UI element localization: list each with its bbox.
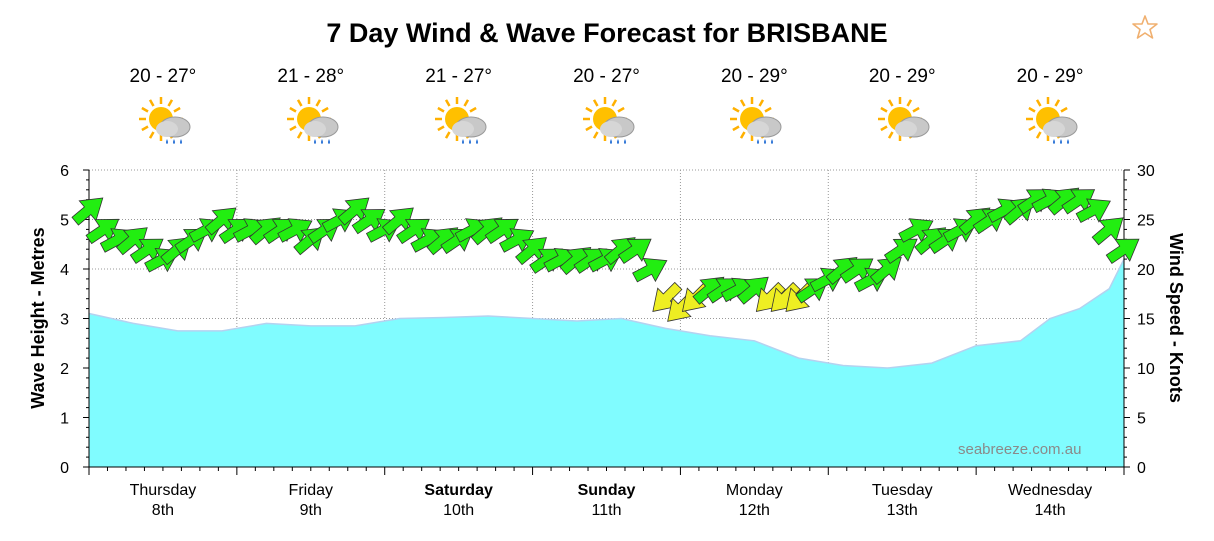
day-name: Sunday: [577, 482, 636, 499]
wave-line: [88, 258, 1125, 369]
day-name: Tuesday: [871, 482, 933, 499]
day-date: 13th: [886, 502, 918, 519]
day-temperature-range: 20 - 29°: [1016, 66, 1084, 87]
y-tick-label-left: 0: [60, 460, 69, 477]
day-name: Friday: [288, 482, 333, 499]
day-date: 10th: [443, 502, 475, 519]
x-axis-day-label: Thursday 8th: [103, 481, 223, 521]
day-date: 14th: [1034, 502, 1066, 519]
wind-arrow: [617, 238, 652, 264]
wave-area: [89, 259, 1124, 467]
day-temperature-range: 20 - 29°: [720, 66, 788, 87]
wind-arrow: [71, 197, 104, 226]
day-temperature-range: 21 - 28°: [277, 66, 345, 87]
wind-arrow: [1091, 217, 1124, 246]
y-tick-label-right: 0: [1137, 460, 1146, 477]
wind-arrow: [869, 256, 902, 285]
y-tick-label-right: 25: [1137, 213, 1155, 230]
day-name: Monday: [725, 482, 783, 499]
partly-sunny-showers-icon: [285, 93, 345, 153]
wave-height-area: [88, 258, 1125, 467]
x-axis-day-label: Friday 9th: [251, 481, 371, 521]
wind-arrow: [1105, 238, 1140, 264]
y-tick-label-left: 2: [60, 361, 69, 378]
partly-sunny-showers-icon: [433, 93, 493, 153]
favorite-star-icon[interactable]: [1132, 14, 1158, 40]
watermark: seabreeze.com.au: [958, 441, 1082, 458]
day-name: Saturday: [424, 482, 493, 499]
partly-sunny-showers-icon: [1024, 93, 1084, 153]
day-name: Wednesday: [1007, 482, 1093, 499]
partly-sunny-showers-icon: [581, 93, 641, 153]
day-date: 11th: [591, 502, 622, 519]
x-axis-day-label: Wednesday 14th: [990, 481, 1110, 521]
day-date: 8th: [151, 502, 175, 519]
y-tick-label-right: 10: [1137, 361, 1155, 378]
day-temperature-range: 20 - 27°: [129, 66, 197, 87]
y-tick-label-left: 3: [60, 312, 69, 329]
y-tick-label-right: 15: [1137, 312, 1155, 329]
wind-arrows: [71, 187, 1140, 322]
y-tick-label-left: 4: [60, 262, 69, 279]
day-date: 9th: [299, 502, 322, 519]
y-tick-label-left: 6: [60, 163, 69, 180]
wind-arrow: [883, 238, 918, 264]
partly-sunny-showers-icon: [728, 93, 788, 153]
x-axis-day-label: Tuesday 13th: [842, 481, 962, 521]
x-axis-day-label: Saturday 10th: [399, 481, 519, 521]
chart-title: 7 Day Wind & Wave Forecast for BRISBANE: [326, 18, 888, 48]
day-temperature-range: 21 - 27°: [425, 66, 493, 87]
day-temperature-range: 20 - 29°: [868, 66, 936, 87]
wind-arrow: [632, 257, 668, 283]
y-axis-label-left: Wave Height - Metres: [28, 227, 48, 408]
wind-arrow: [1075, 198, 1111, 224]
x-axis-day-label: Sunday 11th: [547, 481, 667, 521]
partly-cloudy-icon: [876, 93, 936, 153]
y-tick-label-left: 5: [60, 213, 69, 230]
chart-axes: 0 1 2 3 4 5 6 0 5 10 15 20 25 30: [60, 163, 1155, 477]
y-tick-label-right: 30: [1137, 163, 1155, 180]
y-tick-label-left: 1: [60, 411, 69, 428]
y-tick-label-right: 5: [1137, 411, 1146, 428]
y-axis-label-right: Wind Speed - Knots: [1166, 233, 1186, 403]
partly-sunny-showers-icon: [137, 93, 197, 153]
y-tick-label-right: 20: [1137, 262, 1155, 279]
day-name: Thursday: [129, 482, 197, 499]
day-date: 12th: [738, 502, 770, 519]
x-axis-day-label: Monday 12th: [694, 481, 814, 521]
day-temperature-range: 20 - 27°: [573, 66, 640, 87]
